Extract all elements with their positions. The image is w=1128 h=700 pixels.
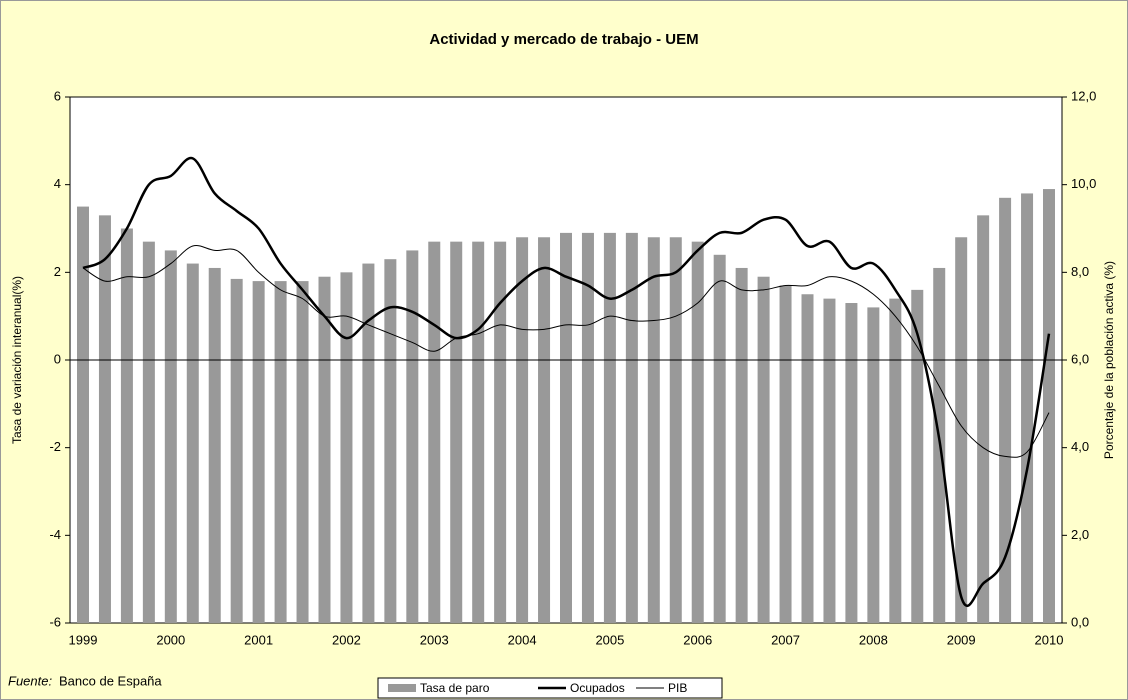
y-tick-label: 2: [54, 264, 61, 279]
bar: [362, 263, 375, 623]
legend-swatch: [388, 684, 416, 692]
y2-tick-label: 4,0: [1071, 439, 1089, 454]
bar: [1043, 189, 1055, 624]
bar: [889, 298, 902, 623]
bar: [867, 307, 880, 623]
x-tick-label: 2006: [683, 632, 712, 647]
bar: [186, 263, 199, 623]
bar: [955, 237, 968, 623]
x-tick-label: 2009: [947, 632, 976, 647]
source: Banco de España: [59, 673, 162, 688]
bar: [999, 197, 1012, 624]
y-tick-label: -6: [49, 614, 61, 629]
y-tick-label: -4: [49, 527, 61, 542]
chart-title: Actividad y mercado de trabajo - UEM: [429, 31, 698, 48]
y2-tick-label: 8,0: [1071, 264, 1089, 279]
x-tick-label: 2002: [332, 632, 361, 647]
x-tick-label: 2010: [1035, 632, 1064, 647]
line: [82, 245, 1050, 458]
x-tick-label: 2000: [156, 632, 185, 647]
bar: [450, 241, 463, 623]
bar: [538, 237, 551, 623]
x-tick-label: 2001: [244, 632, 273, 647]
bar: [647, 237, 660, 623]
bar: [625, 232, 638, 623]
y2-tick-label: 10,0: [1071, 176, 1096, 191]
y-tick-label: 4: [54, 176, 61, 191]
bar: [1021, 193, 1034, 623]
bar: [274, 281, 287, 623]
bar: [98, 215, 111, 623]
y-tick-label: -2: [49, 439, 61, 454]
y2-tick-label: 0,0: [1071, 614, 1089, 629]
bar: [340, 272, 353, 623]
source-label: Fuente:: [8, 673, 52, 688]
bar: [164, 250, 177, 623]
bar: [823, 298, 836, 623]
x-tick-label: 2007: [771, 632, 800, 647]
bar: [779, 285, 792, 623]
bar: [911, 289, 924, 623]
legend-label: PIB: [668, 681, 687, 695]
bar: [428, 241, 441, 623]
y-axis-title: Tasa de variación interanual(%): [10, 276, 24, 444]
y-tick-label: 6: [54, 88, 61, 103]
bar: [494, 241, 507, 623]
x-tick-label: 2008: [859, 632, 888, 647]
x-tick-label: 2005: [595, 632, 624, 647]
bar: [691, 241, 704, 623]
bar: [77, 206, 89, 624]
x-tick-label: 2003: [420, 632, 449, 647]
y-tick-label: 0: [54, 351, 61, 366]
bar: [252, 281, 265, 623]
bar: [581, 232, 594, 623]
bar: [801, 294, 814, 623]
bar: [384, 259, 397, 623]
y2-tick-label: 2,0: [1071, 527, 1089, 542]
bar: [120, 228, 133, 623]
bar: [560, 232, 572, 623]
bar: [669, 237, 682, 623]
bar: [208, 267, 221, 623]
y2-tick-label: 12,0: [1071, 88, 1096, 103]
bar: [757, 276, 770, 623]
bar: [845, 303, 858, 623]
line: [82, 156, 1051, 607]
bar: [230, 278, 243, 623]
legend-label: Tasa de paro: [420, 681, 490, 695]
legend-label: Ocupados: [570, 681, 625, 695]
x-tick-label: 2004: [508, 632, 537, 647]
bar: [713, 254, 726, 624]
bar: [318, 276, 331, 623]
bar: [142, 241, 155, 623]
bar: [516, 237, 529, 623]
bar: [977, 215, 990, 623]
x-tick-label: 1999: [69, 632, 98, 647]
bar: [735, 267, 748, 623]
bar: [603, 232, 616, 623]
y2-axis-title: Porcentaje de la población activa (%): [1102, 261, 1116, 459]
bar: [406, 250, 419, 623]
bar: [472, 241, 485, 623]
bar: [296, 281, 309, 623]
y2-tick-label: 6,0: [1071, 351, 1089, 366]
